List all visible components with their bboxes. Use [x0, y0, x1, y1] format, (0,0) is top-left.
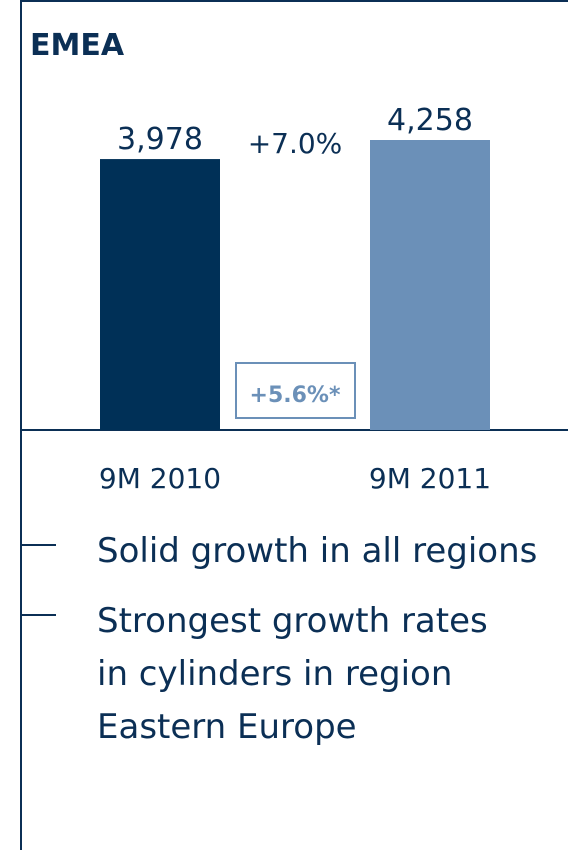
- growth-label: +7.0%: [248, 127, 343, 160]
- bullet-text: Eastern Europe: [97, 707, 357, 747]
- bullet-text: in cylinders in region: [97, 654, 452, 694]
- annotation-box: [235, 362, 356, 419]
- adjusted-growth-label: +5.6%*: [250, 383, 341, 408]
- chart-title: EMEA: [30, 28, 125, 63]
- bullet-text: Strongest growth rates: [97, 601, 488, 641]
- category-label: 9M 2010: [99, 462, 221, 495]
- category-label: 9M 2011: [369, 462, 491, 495]
- value-label: 3,978: [117, 122, 203, 157]
- value-label: 4,258: [387, 103, 473, 138]
- bar: [370, 140, 490, 430]
- bullet-text: Solid growth in all regions: [97, 531, 537, 571]
- bar: [100, 159, 220, 430]
